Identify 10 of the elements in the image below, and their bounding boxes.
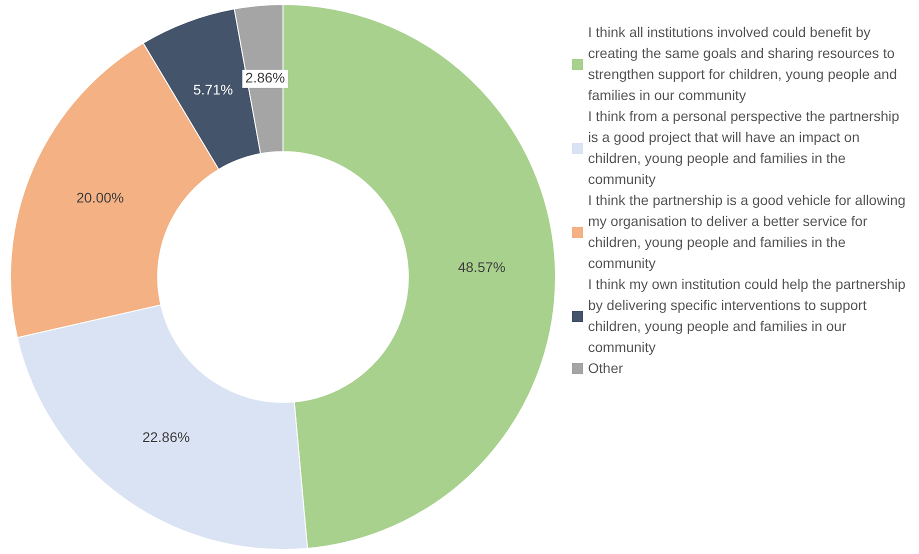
legend-label: I think my own institution could help the partnership by delivering specific interventions to support children, young people and families in our community <box>588 275 907 357</box>
legend-label: I think all institutions involved could benefit by creating the same goals and sharing resources to strengthen support for children, young people and families in our community <box>588 23 898 105</box>
data-label: 48.57% <box>458 258 506 275</box>
data-label: 22.86% <box>142 428 190 445</box>
legend-label: I think from a personal perspective the partnership is a good project that will have an impact on children, young people and families in the community <box>588 107 900 189</box>
data-label: 5.71% <box>193 82 233 98</box>
data-label: 20.00% <box>76 190 124 206</box>
legend-label: I think the partnership is a good vehicle for allowing my organisation to deliver a better service for children, young people and families in the community <box>588 191 907 273</box>
legend-label: Other <box>588 359 624 378</box>
data-label: 2.86% <box>245 70 285 86</box>
